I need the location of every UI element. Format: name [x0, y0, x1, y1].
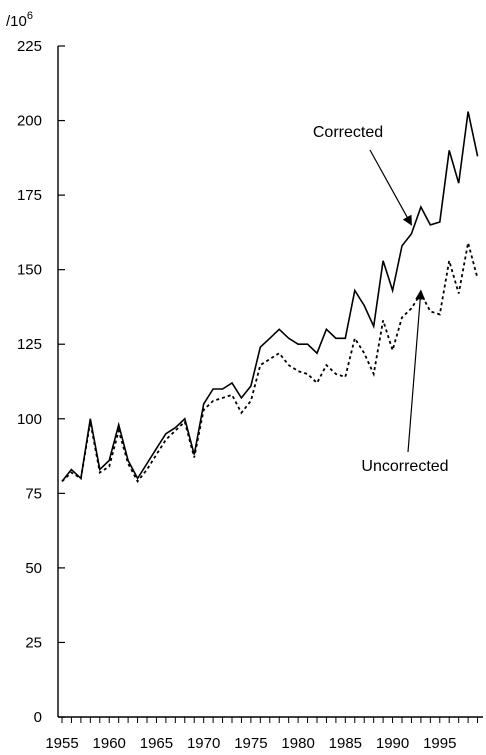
- annotation-arrow: [369, 149, 412, 226]
- y-tick-label: 0: [34, 709, 42, 726]
- y-tick-label: 75: [25, 485, 42, 502]
- y-axis: 0 25 50 75 100 125 150 175 200 225: [17, 38, 65, 726]
- annotation-layer: Corrected Uncorrected: [313, 124, 449, 475]
- x-axis: 1955 1960 1965 1970 1975 1980 1985 1990 1995: [45, 716, 483, 752]
- x-tick-label: 1980: [281, 735, 314, 752]
- x-tick-label: 1985: [329, 735, 362, 752]
- y-tick-label: 100: [17, 411, 42, 428]
- y-unit-exponent: 6: [27, 10, 33, 22]
- y-tick-label: 50: [25, 560, 42, 577]
- x-tick-label: 1970: [187, 735, 220, 752]
- series-line-corrected: [61, 111, 479, 482]
- series-layer: [61, 111, 479, 484]
- y-unit-base: /10: [6, 13, 27, 30]
- y-tick-label: 25: [25, 634, 42, 651]
- x-tick-label: 1990: [376, 735, 409, 752]
- series-line-uncorrected: [61, 242, 479, 484]
- annotation-label: Uncorrected: [361, 458, 448, 475]
- x-tick-label: 1975: [234, 735, 267, 752]
- x-tick-label: 1960: [93, 735, 126, 752]
- x-tick-label: 1955: [45, 735, 78, 752]
- annotation-arrow: [407, 289, 426, 453]
- y-tick-label: 225: [17, 38, 42, 55]
- y-unit-label: /106: [6, 10, 33, 30]
- x-tick-label: 1995: [423, 735, 456, 752]
- y-tick-label: 150: [17, 262, 42, 279]
- y-tick-label: 175: [17, 187, 42, 204]
- y-tick-label: 200: [17, 113, 42, 130]
- annotation-label: Corrected: [313, 124, 383, 141]
- y-tick-label: 125: [17, 336, 42, 353]
- x-tick-label: 1965: [140, 735, 173, 752]
